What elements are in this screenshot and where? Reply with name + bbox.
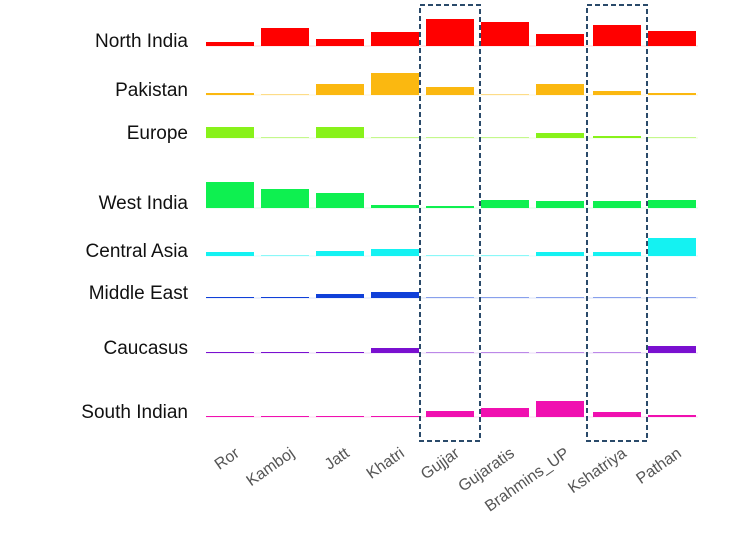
row-label: Middle East [89, 283, 189, 304]
bar [261, 255, 309, 256]
bar [371, 73, 419, 95]
row-label: Caucasus [104, 338, 189, 359]
bar [371, 416, 419, 417]
bar [261, 189, 309, 208]
bar [206, 297, 254, 298]
bar [316, 251, 364, 256]
bar [536, 352, 584, 353]
bar [593, 91, 641, 95]
bar [426, 206, 474, 208]
x-tick-label: Khatri [364, 445, 408, 483]
bar [316, 39, 364, 46]
bar [481, 255, 529, 256]
x-tick-label: Pathan [633, 445, 684, 488]
bar [593, 201, 641, 208]
bar [206, 93, 254, 95]
x-tick-label: Jatt [322, 444, 353, 473]
bar [426, 137, 474, 138]
bar [593, 252, 641, 256]
bar [593, 352, 641, 353]
bar [536, 252, 584, 256]
bar [648, 238, 696, 256]
bar [206, 127, 254, 138]
bar [261, 28, 309, 46]
bar [481, 352, 529, 353]
bar [426, 352, 474, 353]
bar [371, 292, 419, 298]
bar [536, 401, 584, 417]
row-label: South Indian [81, 402, 188, 423]
bar [371, 205, 419, 208]
bar [261, 416, 309, 417]
x-tick-label: Kshatriya [565, 445, 629, 497]
bar [536, 297, 584, 298]
bar [648, 297, 696, 298]
bar [648, 93, 696, 95]
bar [536, 133, 584, 138]
bar [316, 84, 364, 95]
bar [426, 19, 474, 46]
bar [206, 352, 254, 353]
bar [648, 31, 696, 46]
bar [648, 137, 696, 138]
bar [206, 42, 254, 46]
bar [426, 411, 474, 417]
bar [206, 416, 254, 417]
bar [481, 297, 529, 298]
bar [316, 416, 364, 417]
bar [206, 182, 254, 208]
bar [261, 352, 309, 353]
row-label: West India [99, 193, 189, 214]
bar [316, 127, 364, 138]
row-label: North India [95, 31, 188, 52]
bar [593, 412, 641, 417]
bar [261, 297, 309, 298]
bar [426, 255, 474, 256]
bar [206, 252, 254, 256]
bar [316, 352, 364, 353]
bar [371, 348, 419, 353]
bar [481, 22, 529, 46]
row-label: Europe [127, 123, 188, 144]
bar [261, 137, 309, 138]
bar [536, 34, 584, 46]
row-label: Central Asia [86, 241, 189, 262]
highlight-box [586, 4, 648, 442]
x-tick-label: Gujjar [418, 444, 463, 483]
bar [371, 137, 419, 138]
x-tick-label: Kamboj [244, 445, 298, 490]
bar [426, 297, 474, 298]
row-label: Pakistan [115, 80, 188, 101]
bar [648, 200, 696, 208]
bar [371, 32, 419, 46]
bar [316, 294, 364, 298]
highlight-box [419, 4, 481, 442]
bar [481, 137, 529, 138]
bar [481, 408, 529, 417]
bar [536, 201, 584, 208]
bar [536, 84, 584, 95]
bar [426, 87, 474, 95]
bar [481, 94, 529, 95]
bar [593, 25, 641, 46]
bar [316, 193, 364, 208]
bar [648, 346, 696, 353]
bar [593, 297, 641, 298]
x-tick-label: Ror [212, 444, 243, 473]
bar [261, 94, 309, 95]
bar [648, 415, 696, 417]
bar [593, 136, 641, 138]
bar [481, 200, 529, 208]
bar [371, 249, 419, 256]
